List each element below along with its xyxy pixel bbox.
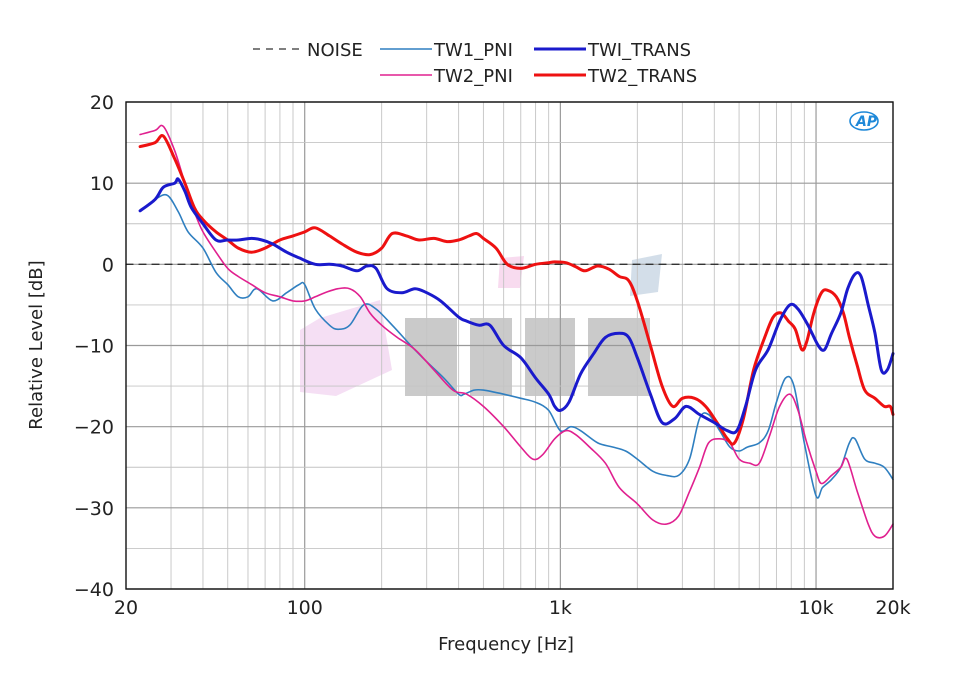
y-tick-label: 0 [102,254,114,276]
watermark-logo [300,254,662,396]
legend-label: TW2_TRANS [587,66,697,87]
y-axis-label: Relative Level [dB] [26,260,47,429]
x-tick-label: 20k [875,597,910,619]
y-tick-label: 10 [90,173,114,195]
series-line-tw1-pni [139,193,894,499]
y-tick-label: −20 [74,417,114,439]
legend: NOISE TW1_PNI TWI_TRANS TW2_PNI TW2_TRANS [253,40,697,87]
plot-frame [125,101,894,590]
x-tick-label: 10k [798,597,833,619]
series-line-twi-trans [138,177,895,435]
y-tick-label: −30 [74,498,114,520]
y-tick-label: 20 [90,92,114,114]
legend-label: NOISE [307,40,363,61]
series-line-tw2-trans [138,134,895,446]
x-axis-label: Frequency [Hz] [438,634,574,655]
x-tick-label: 1k [549,597,572,619]
y-tick-labels: 20 10 0 −10 −20 −30 −40 [74,92,114,601]
series-line-tw2-pni [139,124,894,539]
series-layer [125,124,895,539]
legend-label: TW2_PNI [433,66,513,87]
x-tick-label: 100 [287,597,323,619]
x-tick-labels: 20 100 1k 10k 20k [114,597,911,619]
legend-label: TW1_PNI [433,40,513,61]
x-tick-label: 20 [114,597,138,619]
y-tick-label: −40 [74,579,114,601]
chart-grid [125,101,894,590]
ap-logo-text: AP [855,114,878,130]
legend-label: TWI_TRANS [587,40,691,61]
ap-logo: AP [849,111,879,131]
y-tick-label: −10 [74,336,114,358]
